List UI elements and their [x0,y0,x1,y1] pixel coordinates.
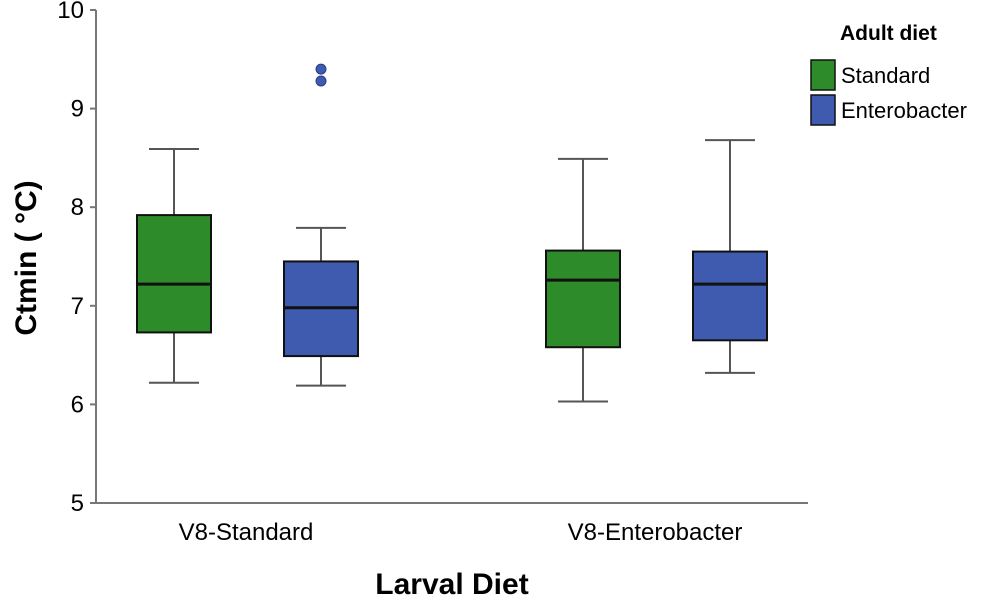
y-tick-label: 10 [57,0,84,24]
y-tick-label: 8 [71,194,84,221]
x-tick-label: V8-Enterobacter [568,519,743,546]
outlier-point [315,63,327,75]
axes: 5 6 7 8 9 10 V8-Standard V8-Enterobacter [57,0,808,546]
legend: Adult diet Standard Enterobacter [810,22,967,126]
legend-label-standard: Standard [841,63,930,88]
y-tick-label: 6 [71,391,84,418]
legend-label-enterobacter: Enterobacter [841,98,967,123]
iqr-box [136,214,212,334]
y-axis-title: Ctmin ( °C) [10,180,43,335]
legend-swatch-standard [810,59,836,91]
iqr-box [545,249,621,349]
box-standard-v8-enterobacter [545,157,621,403]
box-standard-v8-standard [136,148,212,384]
y-tick-label: 7 [71,293,84,320]
x-axis-title: Larval Diet [375,568,528,601]
box-enterobacter-v8-enterobacter [692,139,768,374]
y-tick-label: 9 [71,96,84,123]
legend-title: Adult diet [840,22,937,45]
legend-swatch-enterobacter [810,94,836,126]
y-tick-label: 5 [71,490,84,517]
iqr-box [692,250,768,342]
box-plot-area [136,63,768,403]
outlier-point [315,75,327,87]
x-tick-label: V8-Standard [179,519,314,546]
box-enterobacter-v8-standard [283,63,359,387]
